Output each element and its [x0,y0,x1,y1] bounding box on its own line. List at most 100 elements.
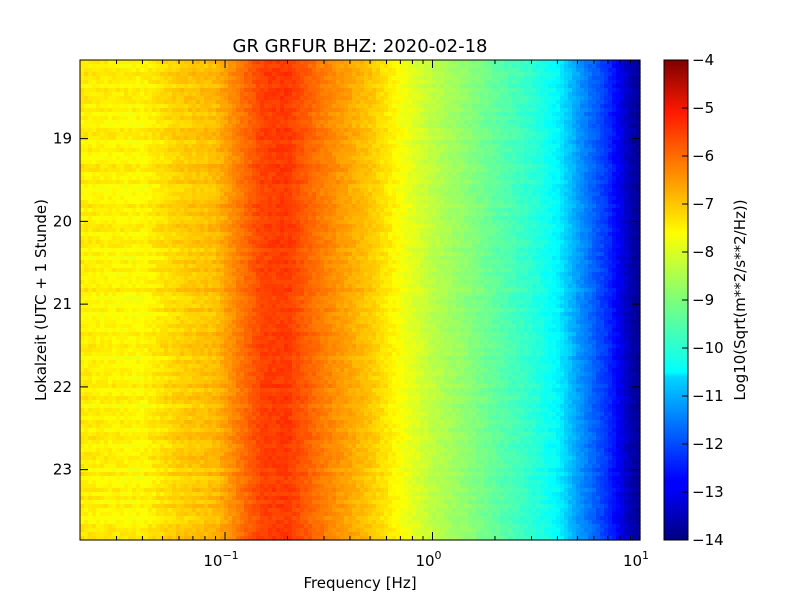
heatmap-cell [164,96,169,101]
heatmap-cell [232,408,237,413]
heatmap-cell [196,100,201,105]
heatmap-cell [204,512,209,517]
heatmap-cell [164,176,169,181]
heatmap-cell [104,356,109,361]
heatmap-cell [128,112,133,117]
heatmap-cell [216,440,221,445]
heatmap-cell [208,72,213,77]
heatmap-cell [164,280,169,285]
heatmap-cell [108,256,113,261]
heatmap-cell [88,312,93,317]
heatmap-cell [212,372,217,377]
heatmap-cell [228,480,233,485]
heatmap-cell [188,280,193,285]
heatmap-cell [212,96,217,101]
heatmap-cell [212,448,217,453]
heatmap-cell [112,172,117,177]
heatmap-cell [192,376,197,381]
heatmap-cell [152,404,157,409]
heatmap-cell [108,236,113,241]
heatmap-cell [80,412,85,417]
heatmap-cell [164,160,169,165]
heatmap-cell [228,252,233,257]
heatmap-cell [96,148,101,153]
heatmap-cell [160,424,165,429]
heatmap-cell [172,232,177,237]
heatmap-cell [84,308,89,313]
heatmap-cell [108,284,113,289]
heatmap-cell [144,388,149,393]
heatmap-cell [232,76,237,81]
heatmap-cell [148,80,153,85]
heatmap-cell [184,408,189,413]
heatmap-cell [132,520,137,525]
heatmap-cell [120,188,125,193]
heatmap-cell [120,72,125,77]
heatmap-cell [228,468,233,473]
heatmap-cell [180,236,185,241]
heatmap-cell [232,480,237,485]
heatmap-cell [164,276,169,281]
heatmap-cell [108,320,113,325]
heatmap-cell [244,360,249,365]
heatmap-cell [176,256,181,261]
heatmap-cell [204,256,209,261]
heatmap-cell [236,408,241,413]
heatmap-cell [228,472,233,477]
heatmap-cell [104,184,109,189]
heatmap-cell [240,304,245,309]
heatmap-cell [216,72,221,77]
heatmap-cell [192,292,197,297]
heatmap-cell [184,260,189,265]
heatmap-cell [188,372,193,377]
heatmap-cell [128,484,133,489]
heatmap-cell [208,284,213,289]
heatmap-cell [176,328,181,333]
heatmap-cell [212,308,217,313]
heatmap-cell [180,416,185,421]
heatmap-cell [140,448,145,453]
heatmap-cell [196,148,201,153]
heatmap-cell [240,332,245,337]
heatmap-cell [100,256,105,261]
heatmap-cell [236,108,241,113]
heatmap-cell [92,300,97,305]
heatmap-cell [140,80,145,85]
heatmap-cell [232,336,237,341]
heatmap-cell [204,432,209,437]
heatmap-cell [80,424,85,429]
heatmap-cell [212,252,217,257]
heatmap-cell [136,160,141,165]
heatmap-cell [144,76,149,81]
heatmap-cell [104,460,109,465]
heatmap-cell [148,240,153,245]
heatmap-cell [116,300,121,305]
heatmap-cell [180,364,185,369]
heatmap-cell [80,500,85,505]
heatmap-cell [184,476,189,481]
heatmap-cell [172,88,177,93]
heatmap-cell [236,76,241,81]
heatmap-cell [196,152,201,157]
heatmap-cell [184,340,189,345]
heatmap-cell [144,240,149,245]
heatmap-cell [240,240,245,245]
heatmap-cell [116,160,121,165]
heatmap-cell [156,92,161,97]
heatmap-cell [112,284,117,289]
heatmap-cell [204,328,209,333]
heatmap-cell [216,208,221,213]
heatmap-cell [200,304,205,309]
heatmap-cell [112,120,117,125]
heatmap-cell [136,424,141,429]
heatmap-cell [152,152,157,157]
heatmap-cell [100,232,105,237]
heatmap-cell [172,220,177,225]
heatmap-cell [228,208,233,213]
heatmap-cell [124,112,129,117]
heatmap-cell [220,272,225,277]
heatmap-cell [120,460,125,465]
heatmap-cell [120,280,125,285]
heatmap-cell [148,220,153,225]
heatmap-cell [112,412,117,417]
